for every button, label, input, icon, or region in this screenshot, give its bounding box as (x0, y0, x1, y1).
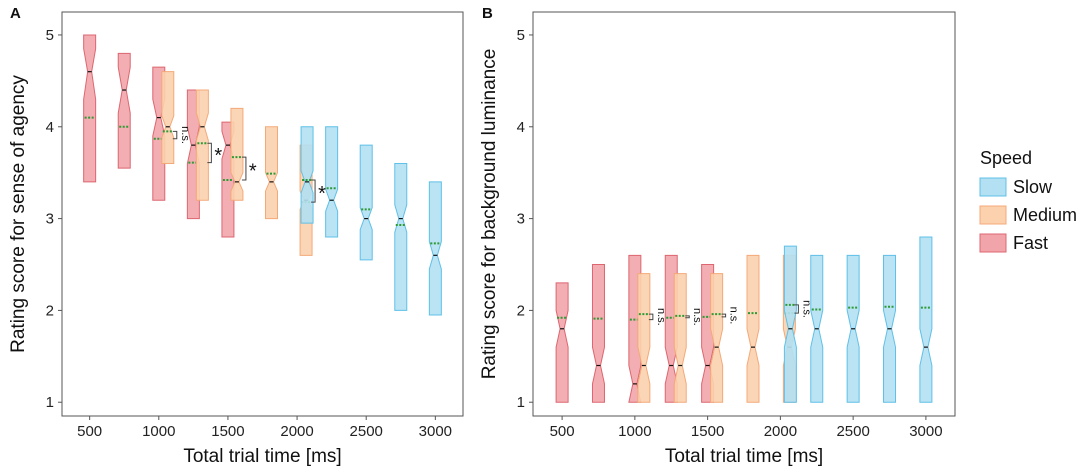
y-tick-label: 5 (517, 27, 525, 44)
y-tick-label: 5 (46, 27, 54, 44)
significance-label: n.s. (179, 126, 191, 144)
legend-label-medium: Medium (1013, 205, 1077, 225)
box-slow-2250 (325, 126, 339, 238)
box-medium-1500 (710, 273, 724, 403)
box-medium-1000 (637, 273, 651, 403)
panel-a: A 1 2 3 4 5 500 1000 1500 2000 2500 3000 Total trial… (8, 5, 464, 467)
significance-label: n.s. (800, 300, 812, 318)
box-medium-1500 (230, 107, 244, 201)
box-slow-2000 (783, 245, 797, 403)
box-fast-500 (555, 282, 569, 403)
y-tick-label: 1 (517, 394, 525, 411)
y-tick-label: 2 (517, 302, 525, 319)
y-axis-label: Rating score for sense of agency (8, 75, 29, 353)
x-axis-label: Total trial time [ms] (665, 446, 823, 467)
plot-frame (532, 11, 956, 417)
x-tick-label: 2500 (350, 423, 383, 440)
significance-bracket (241, 156, 247, 181)
legend-swatch-fast (979, 233, 1007, 253)
y-tick-label: 3 (517, 211, 525, 228)
legend-swatch-medium (979, 205, 1007, 225)
box-fast-750 (591, 264, 605, 403)
box-medium-1250 (673, 273, 687, 403)
legend: Speed Slow Medium Fast (979, 148, 1077, 253)
significance-bracket (685, 315, 690, 319)
y-tick-label: 4 (46, 119, 54, 136)
x-tick-label: 3000 (909, 423, 942, 440)
legend-title: Speed (980, 148, 1032, 168)
significance-bracket (648, 313, 654, 321)
significance-label: n.s. (691, 308, 703, 326)
box-medium-1750 (746, 254, 760, 403)
x-tick-label: 1500 (211, 423, 244, 440)
box-medium-1250 (195, 89, 209, 201)
significance-bracket (172, 130, 178, 140)
x-axis-label: Total trial time [ms] (183, 446, 341, 467)
significance-bracket (311, 179, 316, 203)
plot-frame (61, 11, 464, 417)
significance-bracket (207, 142, 212, 164)
significance-bracket (721, 313, 727, 318)
x-tick-label: 1000 (618, 423, 651, 440)
panel-letter-b: B (482, 5, 493, 22)
y-tick-label: 3 (46, 211, 54, 228)
box-slow-2750 (394, 163, 408, 311)
box-fast-750 (117, 52, 131, 169)
box-medium-1000 (161, 71, 175, 164)
panel-letter-a: A (10, 5, 21, 22)
significance-label: * (214, 145, 222, 167)
box-fast-500 (83, 34, 97, 183)
box-slow-3000 (919, 236, 933, 403)
x-tick-label: 2000 (764, 423, 797, 440)
y-axis-label: Rating score for background luminance (479, 49, 500, 380)
legend-label-slow: Slow (1013, 177, 1053, 197)
y-tick-label: 1 (46, 394, 54, 411)
significance-label: n.s. (655, 308, 667, 326)
x-tick-label: 2500 (836, 423, 869, 440)
box-slow-2000 (300, 126, 314, 224)
y-tick-label: 4 (517, 119, 525, 136)
significance-label: * (318, 183, 326, 205)
legend-swatch-slow (979, 177, 1007, 197)
x-tick-label: 3000 (419, 423, 452, 440)
significance-label: * (249, 161, 257, 183)
box-slow-3000 (428, 181, 442, 316)
x-tick-label: 1500 (691, 423, 724, 440)
x-tick-label: 500 (77, 423, 102, 440)
box-slow-2500 (359, 144, 373, 261)
significance-bracket (794, 304, 799, 314)
y-tick-label: 2 (46, 302, 54, 319)
x-tick-label: 1000 (142, 423, 175, 440)
legend-label-fast: Fast (1013, 233, 1048, 253)
significance-label: n.s. (728, 307, 740, 325)
x-tick-label: 500 (550, 423, 575, 440)
x-tick-label: 2000 (280, 423, 313, 440)
panel-b: B 1 2 3 4 5 500 1000 1500 2000 2500 3000 Total trial… (479, 5, 956, 467)
